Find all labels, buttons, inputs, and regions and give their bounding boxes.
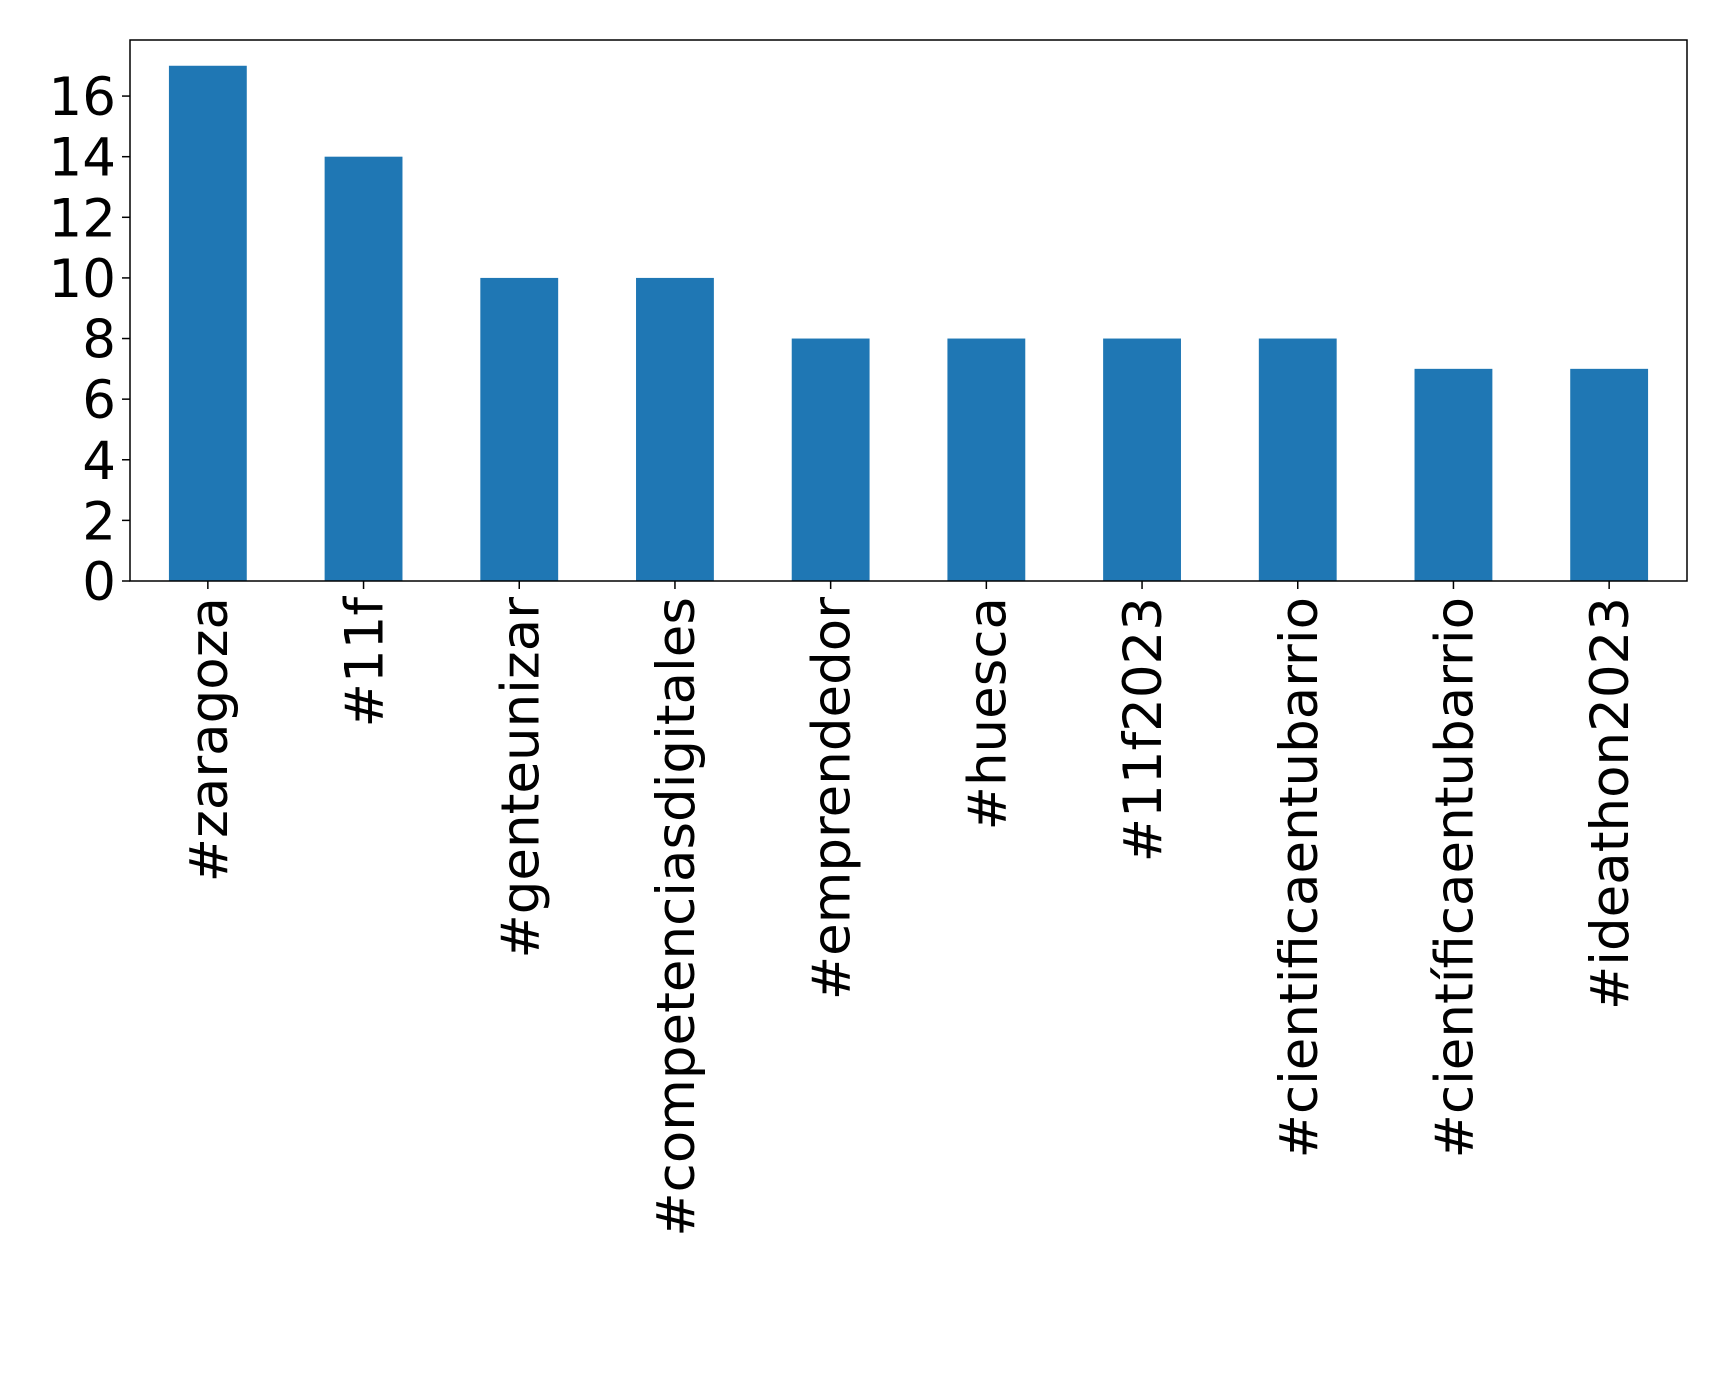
x-tick-label: #competenciasdigitales bbox=[646, 597, 707, 1237]
plot-frame bbox=[129, 39, 1688, 582]
x-tick-label: #huesca bbox=[957, 597, 1018, 830]
bar bbox=[480, 277, 559, 581]
bar bbox=[1414, 368, 1493, 581]
bar bbox=[636, 277, 714, 581]
bar bbox=[1258, 338, 1337, 581]
bar bbox=[791, 338, 870, 581]
bar bbox=[947, 338, 1026, 581]
y-tick-label: 16 bbox=[49, 67, 116, 128]
y-tick-label: 10 bbox=[49, 249, 116, 310]
y-tick-label: 8 bbox=[82, 310, 116, 371]
x-tick-label: #cientificaentubarrio bbox=[1269, 597, 1330, 1158]
x-tick-label: #ideathon2023 bbox=[1580, 597, 1641, 1010]
x-tick-label: #11f bbox=[335, 596, 396, 728]
y-tick-label: 6 bbox=[82, 370, 116, 431]
x-tick-label: #11f2023 bbox=[1113, 597, 1174, 862]
bar bbox=[168, 65, 247, 581]
bar bbox=[1570, 368, 1649, 581]
bar bbox=[324, 156, 403, 581]
y-tick-label: 12 bbox=[49, 188, 116, 249]
y-tick-label: 14 bbox=[49, 128, 116, 189]
x-tick-label: #científicaentubarrio bbox=[1424, 597, 1485, 1158]
x-tick-label: #zaragoza bbox=[179, 597, 240, 882]
x-tick-label: #emprendedor bbox=[802, 597, 863, 1000]
bar bbox=[1103, 338, 1181, 581]
y-tick-label: 0 bbox=[82, 552, 116, 613]
y-tick-label: 4 bbox=[82, 431, 116, 492]
y-tick-label: 2 bbox=[82, 491, 116, 552]
x-tick-label: #genteunizar bbox=[490, 597, 551, 959]
